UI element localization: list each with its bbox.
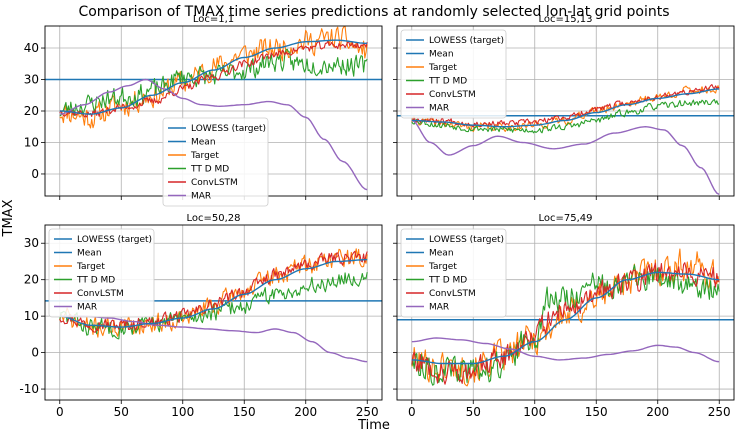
x-tick-label: 50 xyxy=(466,405,481,419)
legend-label-mean: Mean xyxy=(77,249,102,259)
legend-label-lowess-target: LOWESS (target) xyxy=(429,235,504,245)
y-tick-label: 0 xyxy=(31,346,39,360)
legend: LOWESS (target) Mean Target TT D MD ConvLSTM… xyxy=(48,228,155,318)
legend-label-target: Target xyxy=(428,63,457,73)
series-tt-d-md-line xyxy=(59,48,368,117)
legend-label-target: Target xyxy=(190,151,219,161)
legend-label-convlstm: ConvLSTM xyxy=(77,289,124,299)
x-tick-label: 200 xyxy=(294,405,317,419)
series-target-line xyxy=(411,85,720,133)
legend-label-mean: Mean xyxy=(429,50,454,60)
series-lowess-target-line xyxy=(411,88,720,128)
y-tick-label: 10 xyxy=(24,309,39,323)
legend: LOWESS (target) Mean Target TT D MD ConvLSTM… xyxy=(400,29,507,119)
y-tick-label: 0 xyxy=(31,167,39,181)
x-tick-label: 50 xyxy=(114,405,129,419)
chart-panel-2: Loc=15,13 LOWESS (target) Mean Target TT D M… xyxy=(393,14,735,200)
legend-label-convlstm: ConvLSTM xyxy=(429,289,476,299)
figure-ylabel: TMAX xyxy=(1,199,16,237)
legend-label-convlstm: ConvLSTM xyxy=(191,178,238,188)
y-tick-label: 10 xyxy=(24,135,39,149)
series-mar-line xyxy=(411,337,720,363)
legend-label-mean: Mean xyxy=(191,138,216,148)
x-tick-label: 150 xyxy=(233,405,256,419)
series-mar-line xyxy=(59,78,368,191)
x-tick-label: 150 xyxy=(585,405,608,419)
axes-frame xyxy=(44,224,383,401)
y-tick-label: -10 xyxy=(19,382,39,396)
series-target-line xyxy=(411,248,720,387)
series-lowess-target-line xyxy=(411,271,720,365)
legend-label-mar: MAR xyxy=(429,104,449,114)
legend-label-target: Target xyxy=(76,262,105,272)
y-tick-label: 30 xyxy=(24,73,39,87)
y-tick-label: 20 xyxy=(24,104,39,118)
x-tick-label: 0 xyxy=(56,405,64,419)
series-convlstm-line xyxy=(59,40,368,118)
y-tick-label: 20 xyxy=(24,273,39,287)
y-tick-label: 30 xyxy=(24,236,39,250)
x-tick-label: 100 xyxy=(171,405,194,419)
legend-label-mar: MAR xyxy=(77,303,97,313)
legend-label-convlstm: ConvLSTM xyxy=(429,90,476,100)
series-mar-line xyxy=(411,119,720,196)
subplot-title: Loc=15,13 xyxy=(538,14,592,25)
legend-label-mar: MAR xyxy=(429,303,449,313)
legend-label-mar: MAR xyxy=(191,192,211,202)
subplot-title: Loc=1,1 xyxy=(193,14,234,25)
series-mar-line xyxy=(59,315,368,363)
series-tt-d-md-line xyxy=(411,98,720,134)
subplot-title: Loc=50,28 xyxy=(186,213,240,224)
legend-label-tt-d-md: TT D MD xyxy=(76,276,115,286)
axes-frame xyxy=(396,25,735,197)
figure-xlabel: Time xyxy=(357,418,390,433)
legend-label-lowess-target: LOWESS (target) xyxy=(429,36,504,46)
chart-panel-3: 0 50 100 150 200 250 -10 0 10 20 30 Loc=50,28 LOWESS… xyxy=(19,213,383,419)
legend-label-target: Target xyxy=(428,262,457,272)
legend: LOWESS (target) Mean Target TT D MD ConvLSTM… xyxy=(162,117,269,207)
axes-frame xyxy=(396,224,735,401)
series-convlstm-line xyxy=(411,262,720,385)
x-tick-label: 250 xyxy=(356,405,379,419)
figure-title: Comparison of TMAX time series predictio… xyxy=(78,4,669,20)
series-convlstm-line xyxy=(59,250,368,333)
series-tt-d-md-line xyxy=(59,272,368,340)
legend-label-lowess-target: LOWESS (target) xyxy=(77,235,152,245)
legend-label-tt-d-md: TT D MD xyxy=(190,165,229,175)
x-tick-label: 100 xyxy=(523,405,546,419)
legend-label-lowess-target: LOWESS (target) xyxy=(191,124,266,134)
series-lowess-target-line xyxy=(59,39,368,115)
chart-panel-4: 0 50 100 150 200 250 Loc=75,49 LOWESS (target) M… xyxy=(393,213,735,419)
legend-label-tt-d-md: TT D MD xyxy=(428,276,467,286)
x-tick-label: 200 xyxy=(646,405,669,419)
subplot-title: Loc=75,49 xyxy=(538,213,592,224)
x-tick-label: 0 xyxy=(408,405,416,419)
legend: LOWESS (target) Mean Target TT D MD ConvLSTM… xyxy=(400,228,507,318)
x-tick-label: 250 xyxy=(708,405,731,419)
legend-label-mean: Mean xyxy=(429,249,454,259)
chart-panel-1: 0 10 20 30 40 Loc=1,1 LOWESS (target) Mean Targe… xyxy=(24,14,383,207)
legend-label-tt-d-md: TT D MD xyxy=(428,77,467,87)
series-lowess-target-line xyxy=(59,258,368,328)
y-tick-label: 40 xyxy=(24,41,39,55)
